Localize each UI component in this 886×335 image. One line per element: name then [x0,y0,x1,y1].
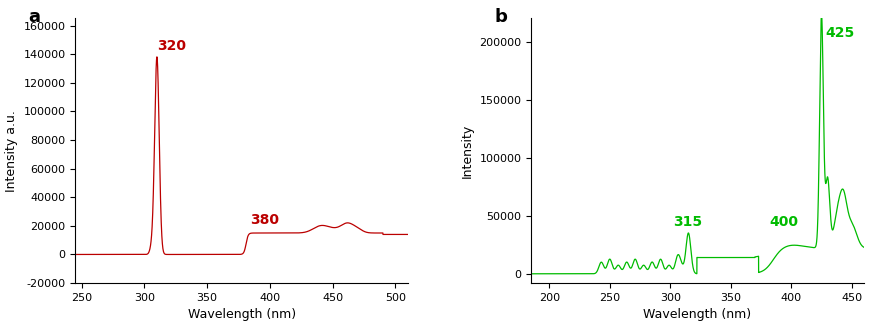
Text: 400: 400 [770,214,798,228]
X-axis label: Wavelength (nm): Wavelength (nm) [643,308,751,321]
Text: 425: 425 [825,26,854,41]
Text: 315: 315 [672,214,702,228]
Text: 320: 320 [158,39,186,53]
Text: b: b [494,8,508,26]
Text: 380: 380 [250,213,279,227]
Text: a: a [28,8,41,26]
Y-axis label: Intensity a.u.: Intensity a.u. [5,110,18,192]
Y-axis label: Intensity: Intensity [461,124,474,178]
X-axis label: Wavelength (nm): Wavelength (nm) [188,308,296,321]
